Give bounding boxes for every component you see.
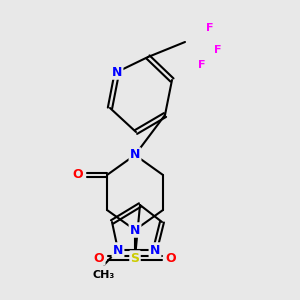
Text: N: N bbox=[113, 244, 123, 256]
Text: F: F bbox=[206, 23, 214, 33]
Text: S: S bbox=[130, 251, 140, 265]
Text: O: O bbox=[166, 251, 176, 265]
Text: O: O bbox=[73, 169, 83, 182]
Text: F: F bbox=[198, 60, 206, 70]
Text: N: N bbox=[130, 148, 140, 161]
Text: N: N bbox=[150, 244, 160, 256]
Text: O: O bbox=[94, 251, 104, 265]
Text: F: F bbox=[214, 45, 222, 55]
Text: N: N bbox=[130, 224, 140, 236]
Text: N: N bbox=[112, 65, 122, 79]
Text: CH₃: CH₃ bbox=[93, 270, 115, 280]
